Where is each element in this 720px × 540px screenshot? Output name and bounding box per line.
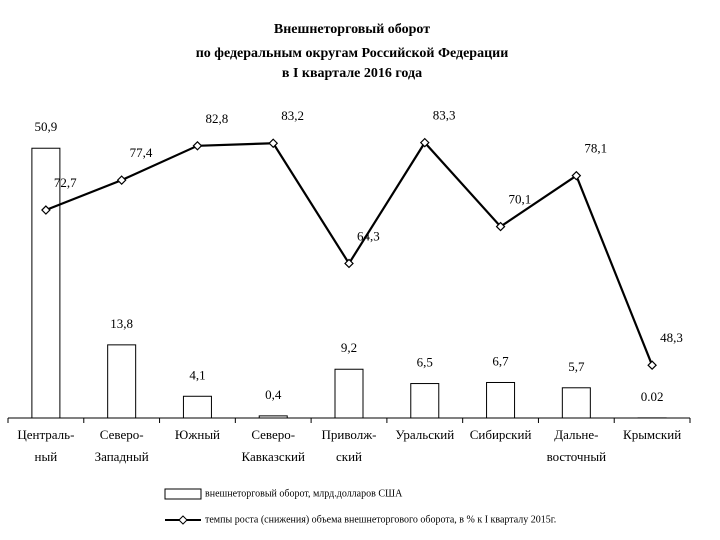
line-value-label: 70,1	[509, 192, 532, 207]
line-marker	[571, 170, 582, 181]
bar-value-label: 0.02	[641, 389, 664, 404]
chart-title: по федеральным округам Российской Федера…	[196, 46, 509, 61]
bar-value-label: 6,7	[492, 353, 509, 368]
x-tick-label: Крымский	[623, 427, 681, 442]
bar	[31, 147, 61, 419]
bar-value-label: 50,9	[35, 119, 58, 134]
legend-label: темпы роста (снижения) объема внешнеторг…	[205, 514, 556, 525]
x-tick-label: Централь-ный	[17, 427, 74, 464]
line-value-label: 64,3	[357, 228, 380, 243]
line-value-label: 83,2	[281, 108, 304, 123]
x-tick-label: Южный	[175, 427, 220, 442]
x-tick-label: Северо-Кавказский	[242, 427, 305, 464]
chart-title: Внешнеторговый оборот	[274, 22, 430, 37]
line-value-label: 78,1	[584, 141, 607, 156]
bar	[258, 415, 288, 419]
line-marker	[344, 258, 354, 269]
line-marker	[495, 221, 506, 232]
bar	[410, 383, 440, 419]
line-value-label: 72,7	[54, 175, 77, 190]
bar-value-label: 5,7	[568, 359, 585, 374]
legend-swatch	[164, 488, 202, 500]
line-marker	[116, 175, 127, 185]
line-marker	[419, 137, 430, 148]
line-marker	[647, 360, 657, 371]
line-marker	[192, 140, 203, 151]
bar-value-label: 13,8	[110, 316, 133, 331]
bar	[334, 368, 364, 419]
x-tick-label: Дальне-восточный	[547, 427, 607, 464]
bar-value-label: 4,1	[189, 367, 205, 382]
bar-value-label: 6,5	[417, 355, 433, 370]
bar	[182, 395, 212, 419]
bar	[486, 381, 516, 419]
legend-label: внешнеторговый оборот, млрд.долларов США	[205, 488, 403, 499]
bar	[561, 387, 591, 419]
line-value-label: 83,3	[433, 108, 456, 123]
line-marker	[41, 205, 51, 215]
x-tick-label: Приволж-ский	[321, 427, 376, 464]
legend-marker	[178, 515, 188, 525]
line-value-label: 48,3	[660, 330, 683, 345]
x-tick-label: Сибирский	[470, 427, 532, 442]
line-marker	[268, 138, 279, 149]
x-tick-label: Северо-Западный	[95, 427, 149, 464]
chart-subtitle: в I квартале 2016 года	[282, 66, 422, 81]
x-tick-label: Уральский	[395, 427, 454, 442]
bar-value-label: 9,2	[341, 340, 357, 355]
bar-value-label: 0,4	[265, 387, 282, 402]
line-value-label: 82,8	[205, 111, 228, 126]
bar	[107, 344, 137, 419]
line	[45, 140, 654, 366]
line-value-label: 77,4	[130, 145, 153, 160]
